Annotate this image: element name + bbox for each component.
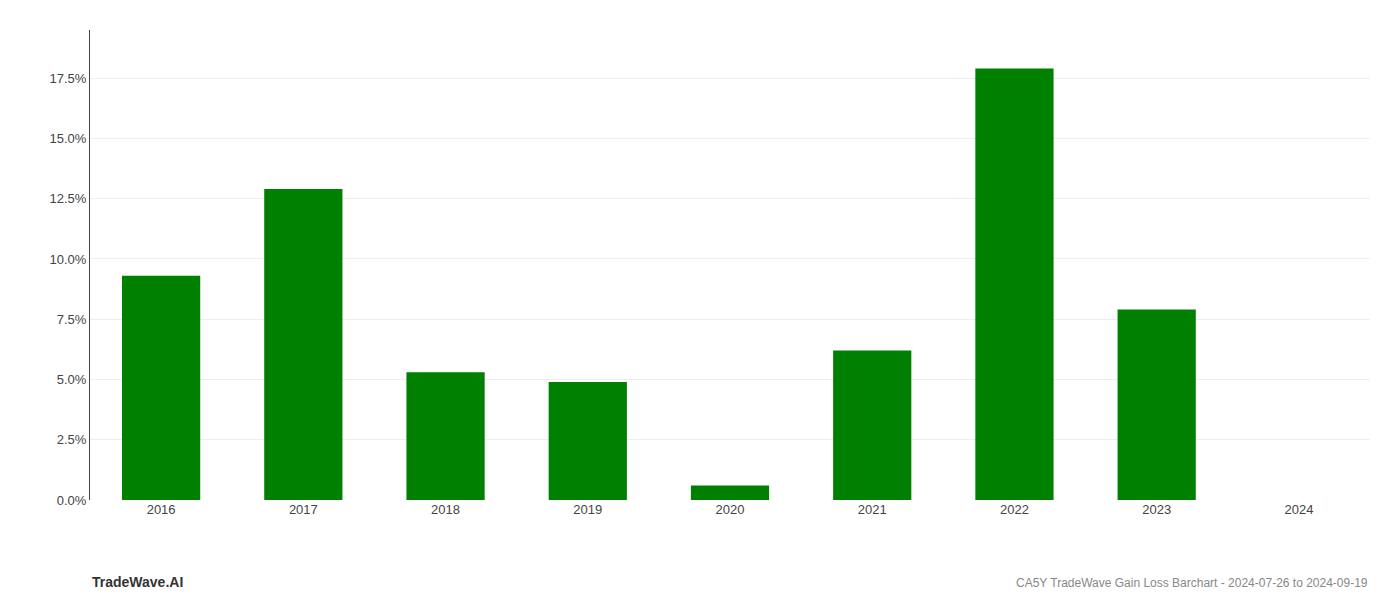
- svg-text:2024: 2024: [1284, 502, 1313, 517]
- svg-text:2020: 2020: [716, 502, 745, 517]
- svg-text:TradeWave.AI: TradeWave.AI: [92, 574, 183, 590]
- svg-text:2018: 2018: [431, 502, 460, 517]
- svg-text:2023: 2023: [1142, 502, 1171, 517]
- svg-text:15.0%: 15.0%: [50, 131, 87, 146]
- svg-text:2019: 2019: [573, 502, 602, 517]
- svg-text:0.0%: 0.0%: [57, 493, 87, 508]
- svg-text:10.0%: 10.0%: [50, 252, 87, 267]
- svg-text:12.5%: 12.5%: [50, 191, 87, 206]
- svg-text:5.0%: 5.0%: [57, 372, 87, 387]
- svg-text:2016: 2016: [147, 502, 176, 517]
- svg-text:2021: 2021: [858, 502, 887, 517]
- svg-text:17.5%: 17.5%: [50, 71, 87, 86]
- svg-text:2022: 2022: [1000, 502, 1029, 517]
- svg-text:7.5%: 7.5%: [57, 312, 87, 327]
- svg-text:CA5Y TradeWave Gain Loss Barch: CA5Y TradeWave Gain Loss Barchart - 2024…: [1016, 576, 1368, 590]
- svg-text:2017: 2017: [289, 502, 318, 517]
- svg-text:2.5%: 2.5%: [57, 432, 87, 447]
